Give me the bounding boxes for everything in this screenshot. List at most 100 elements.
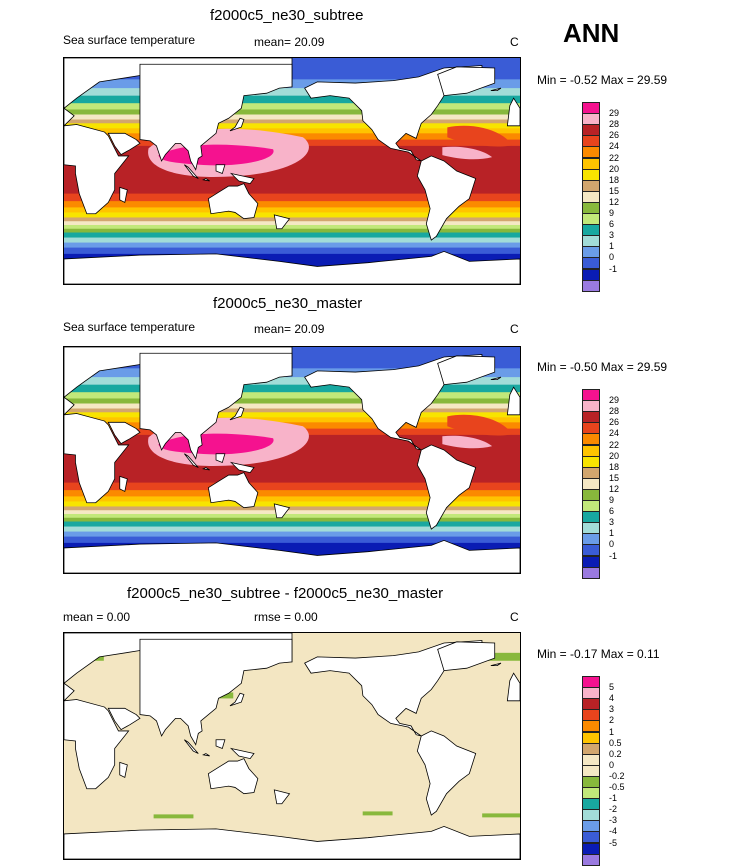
- continent-outline: [64, 539, 520, 573]
- colorbar-label: 20: [609, 450, 620, 461]
- continent-outline: [490, 662, 502, 667]
- continent-outline: [416, 155, 477, 241]
- sst-band: [64, 237, 520, 244]
- sst-band: [64, 119, 520, 124]
- colorbar-label: 18: [609, 174, 620, 185]
- colorbar-label: 12: [609, 196, 620, 207]
- sst-band: [64, 536, 520, 544]
- sst-band: [64, 377, 520, 386]
- sst-band: [64, 417, 520, 423]
- sst-band: [64, 207, 520, 213]
- colorbar-label: -2: [609, 804, 618, 815]
- colorbar-label: 26: [609, 417, 620, 428]
- continent-outline: [490, 87, 502, 92]
- sst-band: [64, 88, 520, 97]
- season-label: ANN: [563, 18, 620, 48]
- sst-map: [63, 57, 521, 285]
- difference-map: [63, 632, 521, 860]
- sst-band: [64, 114, 520, 121]
- colorbar-box: [582, 279, 600, 292]
- continent-outline: [506, 97, 520, 127]
- colorbar-label: 24: [609, 141, 620, 152]
- warm-pool: [442, 146, 493, 160]
- mean-label: mean= 20.09: [254, 322, 325, 336]
- sst-band: [64, 109, 520, 115]
- sst-band: [64, 408, 520, 413]
- warm-pool: [442, 435, 493, 449]
- colorbar-label: 20: [609, 163, 620, 174]
- colorbar-label: -5: [609, 837, 618, 848]
- map-canvas: [64, 347, 520, 573]
- colorbar-label: 1: [609, 241, 615, 252]
- sst-band: [64, 224, 520, 230]
- continent-outline: [215, 164, 226, 175]
- minmax-label: Min = -0.52 Max = 29.59: [537, 73, 668, 87]
- sst-band: [64, 232, 520, 239]
- sst-band: [64, 103, 520, 110]
- colorbar-label: -1: [609, 550, 618, 561]
- colorbar-label: 4: [609, 693, 615, 704]
- colorbar-label: 28: [609, 119, 620, 130]
- difference-patch: [362, 811, 393, 816]
- continent-outline: [107, 707, 141, 731]
- colorbar-label: 1: [609, 726, 615, 737]
- sst-band: [64, 95, 520, 104]
- continent-outline: [119, 761, 128, 779]
- sst-band: [64, 482, 520, 491]
- continent-outline: [184, 739, 199, 754]
- sst-band: [64, 470, 520, 484]
- continent-outline: [437, 66, 496, 97]
- colorbar-label: 18: [609, 461, 620, 472]
- continent-outline: [229, 747, 255, 760]
- continent-outline: [107, 132, 141, 156]
- continent-outline: [304, 640, 483, 737]
- continent-outline: [304, 354, 483, 451]
- colorbar-label: 12: [609, 483, 620, 494]
- sst-band: [64, 217, 520, 222]
- sst-band: [64, 490, 520, 497]
- continent-outline: [229, 461, 255, 474]
- colorbar-label: 0.2: [609, 748, 622, 759]
- continent-outline: [273, 503, 291, 519]
- continent-outline: [64, 825, 520, 859]
- sst-band: [64, 403, 520, 410]
- sst-band: [64, 181, 520, 195]
- colorbar-label: -0.2: [609, 770, 625, 781]
- colorbar-label: 0.5: [609, 737, 622, 748]
- colorbar-label: 24: [609, 428, 620, 439]
- sst-band: [64, 221, 520, 226]
- colorbar-label: -0.5: [609, 782, 625, 792]
- colorbar-label: -1: [609, 793, 618, 804]
- warm-pool: [447, 125, 513, 147]
- map-canvas: [64, 633, 520, 859]
- variable-label: Sea surface temperature: [63, 33, 196, 47]
- colorbar-label: 6: [609, 219, 615, 230]
- continent-outline: [437, 355, 496, 386]
- continent-outline: [215, 453, 226, 464]
- sst-band: [64, 501, 520, 507]
- mean-label: mean= 20.09: [254, 35, 325, 49]
- continent-outline: [416, 444, 477, 530]
- sst-band: [64, 398, 520, 404]
- sst-map: [63, 346, 521, 574]
- continent-outline: [119, 475, 128, 493]
- sst-band: [64, 212, 520, 218]
- warm-pool: [447, 414, 513, 436]
- continent-outline: [184, 453, 199, 468]
- sst-band: [64, 228, 520, 234]
- panel-title: f2000c5_ne30_master: [213, 295, 363, 312]
- continent-outline: [64, 124, 130, 215]
- colorbar-label: 3: [609, 704, 615, 715]
- sst-band: [64, 526, 520, 533]
- sst-band: [64, 193, 520, 202]
- colorbar-label: 29: [609, 108, 620, 119]
- continent-outline: [437, 641, 496, 672]
- continent-outline: [506, 386, 520, 416]
- continent-outline: [273, 214, 291, 230]
- continent-outline: [229, 172, 255, 185]
- continent-outline: [304, 65, 483, 162]
- continent-outline: [139, 638, 293, 746]
- continent-outline: [506, 672, 520, 702]
- continent-outline: [273, 789, 291, 805]
- units-label: C: [510, 35, 519, 49]
